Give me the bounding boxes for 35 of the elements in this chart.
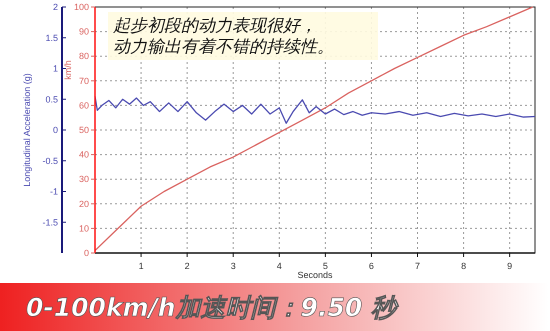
y-tick-label: 90 bbox=[78, 26, 89, 37]
y-tick-label: 0 bbox=[84, 248, 89, 258]
y-tick-label: 30 bbox=[78, 174, 89, 184]
y-tick-label: 80 bbox=[78, 51, 89, 62]
x-tick-label: 4 bbox=[276, 261, 282, 271]
y-tick-label: 20 bbox=[78, 198, 89, 209]
y-tick-label: 10 bbox=[78, 223, 89, 234]
y-axis-title: km/h bbox=[63, 60, 73, 80]
x-tick-label: 3 bbox=[230, 261, 236, 271]
y-tick-label: 100 bbox=[74, 2, 89, 12]
y-tick-label: 70 bbox=[78, 76, 89, 86]
y2-tick-label: 0.5 bbox=[45, 94, 58, 104]
y-tick-label: 50 bbox=[78, 125, 89, 135]
x-tick-label: 9 bbox=[507, 261, 512, 271]
x-tick-label: 1 bbox=[138, 261, 144, 271]
x-tick-label: 7 bbox=[415, 261, 420, 271]
y2-axis-title: Longitudinal Acceleration (g) bbox=[22, 73, 32, 187]
y-tick-label: 60 bbox=[78, 100, 89, 110]
annotation: 动力输出有着不错的持续性。 bbox=[113, 37, 334, 57]
y2-tick-label: 2 bbox=[52, 2, 58, 12]
x-tick-label: 2 bbox=[184, 261, 190, 271]
text: 0-100km/h加速时间：9.50 秒 bbox=[26, 293, 399, 322]
annotation: 起步初段的动力表现很好， bbox=[113, 16, 317, 36]
x-axis-title: Seconds bbox=[297, 270, 334, 280]
x-tick-label: 8 bbox=[461, 261, 466, 271]
y2-tick-label: -1 bbox=[50, 186, 58, 196]
x-tick-label: 6 bbox=[368, 261, 374, 271]
y-tick-label: 40 bbox=[78, 150, 89, 160]
x-tick-label: 5 bbox=[322, 261, 328, 271]
y2-tick-label: 1 bbox=[52, 64, 58, 74]
y2-tick-label: 1.5 bbox=[45, 32, 58, 43]
y2-tick-label: -1.5 bbox=[42, 217, 58, 228]
y2-tick-label: -0.5 bbox=[42, 156, 58, 166]
y2-tick-label: 0 bbox=[52, 125, 58, 135]
line-series bbox=[94, 96, 536, 124]
